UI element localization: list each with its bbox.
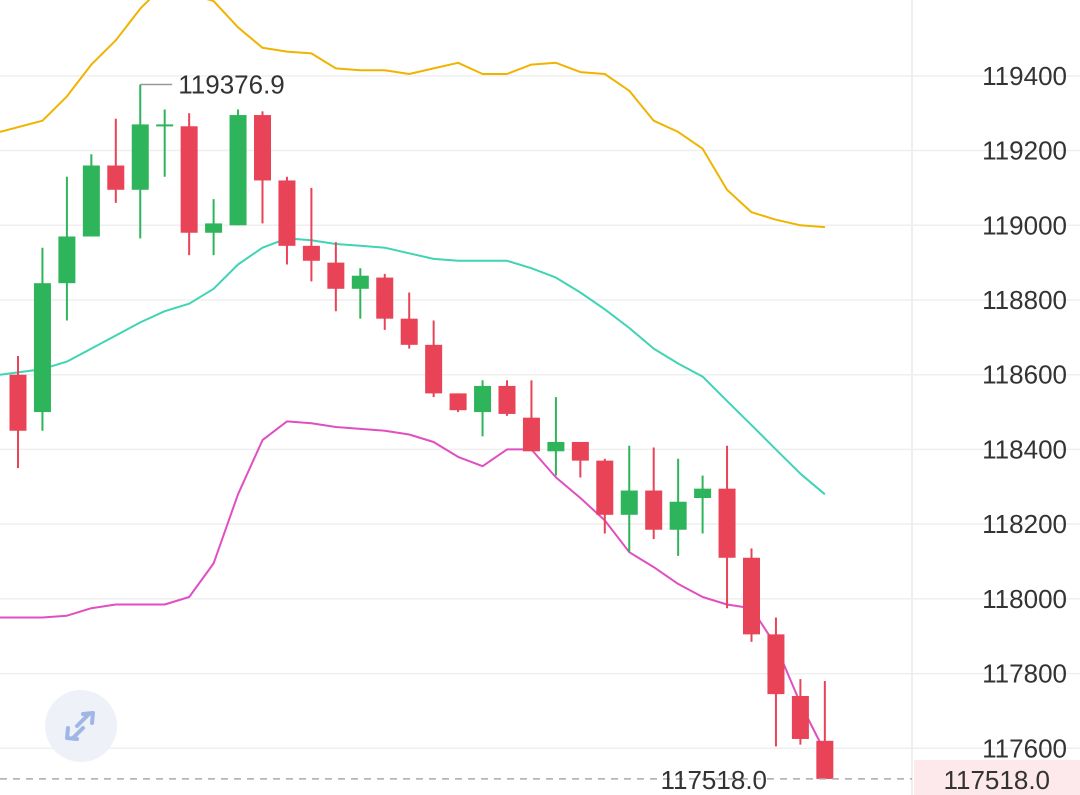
candle-down (743, 548, 760, 642)
candle-up (156, 109, 174, 177)
middle-band-line (0, 237, 826, 496)
expand-arrows-icon (65, 711, 95, 741)
candle-body (694, 488, 712, 498)
candle-body (205, 223, 223, 233)
candle-body (791, 695, 809, 739)
candle-up (620, 445, 638, 553)
lower-band-line (0, 420, 826, 753)
candle-down (816, 681, 834, 779)
candle-body (400, 318, 418, 345)
candle-body (229, 115, 247, 226)
candle-body (9, 374, 27, 431)
bollinger-bands (0, 0, 826, 753)
high-price-label: 119376.9 (178, 69, 285, 99)
candle-up (33, 247, 51, 431)
candle-body (131, 124, 149, 190)
candle-down (425, 320, 443, 398)
candle-down (327, 242, 345, 312)
candle-body (474, 385, 492, 413)
y-tick-label: 119400 (982, 61, 1067, 91)
last-price-tag (914, 759, 1080, 795)
candle-body (620, 490, 638, 515)
candle-down (449, 393, 467, 413)
last-price-marker: 117518.0 117518.0 (0, 759, 1080, 795)
candle-body (449, 393, 467, 411)
candle-body (596, 460, 614, 515)
candle-body (107, 165, 125, 190)
candle-body (327, 262, 345, 289)
last-price-tag-label: 117518.0 (943, 765, 1050, 795)
candle-down (302, 187, 320, 282)
candle-down (400, 292, 418, 349)
candle-body (498, 385, 516, 414)
candle-body (302, 245, 320, 261)
candle-up (547, 397, 565, 476)
candle-down (571, 441, 589, 478)
y-tick-label: 118400 (982, 434, 1067, 464)
candle-body (816, 740, 834, 779)
candle-up (474, 380, 492, 437)
candle-up (694, 475, 712, 534)
y-tick-label: 119000 (982, 210, 1067, 240)
candle-down (278, 176, 296, 265)
candle-body (645, 490, 663, 530)
candle-body (254, 115, 271, 181)
candle-down (180, 113, 198, 256)
candle-down (498, 380, 516, 416)
high-price-marker: 119376.9 (140, 69, 285, 99)
candle-body (571, 441, 589, 461)
candle-body (278, 180, 296, 246)
y-tick-label: 118000 (982, 584, 1067, 614)
candle-body (522, 417, 540, 452)
candle-body (156, 124, 174, 127)
candle-body (180, 126, 198, 233)
candle-up (229, 109, 247, 226)
price-axis: 119400 119200 119000 118800 118600 118400 1182… (982, 61, 1067, 763)
candle-down (107, 118, 125, 203)
upper-band-line (0, 0, 825, 229)
candle-body (743, 557, 760, 635)
candle-down (254, 111, 271, 224)
candle-down (718, 445, 736, 609)
candle-body (376, 277, 394, 319)
candle-down (791, 679, 809, 745)
candle-down (645, 447, 663, 540)
candle-body (547, 441, 565, 452)
candle-up (58, 176, 76, 321)
candle-down (9, 356, 27, 469)
candle-up (82, 154, 100, 237)
candle-body (58, 236, 76, 284)
candles (9, 84, 834, 779)
y-tick-label: 118600 (982, 360, 1067, 390)
candle-body (351, 275, 369, 289)
candle-down (767, 617, 785, 747)
y-tick-label: 117600 (982, 733, 1067, 763)
y-tick-label: 117800 (982, 659, 1067, 689)
y-tick-label: 118200 (982, 509, 1067, 539)
candle-up (669, 458, 687, 556)
candle-down (596, 458, 614, 534)
candle-up (351, 268, 369, 319)
y-tick-label: 118800 (982, 285, 1067, 315)
candle-body (718, 488, 736, 558)
expand-chart-button[interactable] (45, 690, 117, 762)
y-tick-label: 119200 (982, 136, 1067, 166)
candle-down (376, 273, 394, 330)
last-price-line-label: 117518.0 (660, 765, 767, 795)
grid-lines (0, 75, 1080, 750)
candle-down (522, 380, 540, 452)
candle-body (767, 634, 785, 695)
candle-body (33, 283, 51, 413)
candle-up (205, 199, 223, 256)
candle-body (82, 165, 100, 237)
candle-body (669, 501, 687, 530)
candle-body (425, 344, 443, 394)
candle-up (131, 84, 149, 239)
